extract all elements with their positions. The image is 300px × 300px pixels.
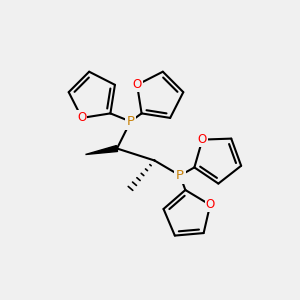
Polygon shape	[85, 146, 118, 154]
Text: O: O	[206, 198, 215, 212]
Text: O: O	[198, 133, 207, 146]
Text: O: O	[77, 111, 86, 124]
Text: P: P	[176, 169, 184, 182]
Text: O: O	[133, 78, 142, 91]
Text: P: P	[127, 115, 134, 128]
